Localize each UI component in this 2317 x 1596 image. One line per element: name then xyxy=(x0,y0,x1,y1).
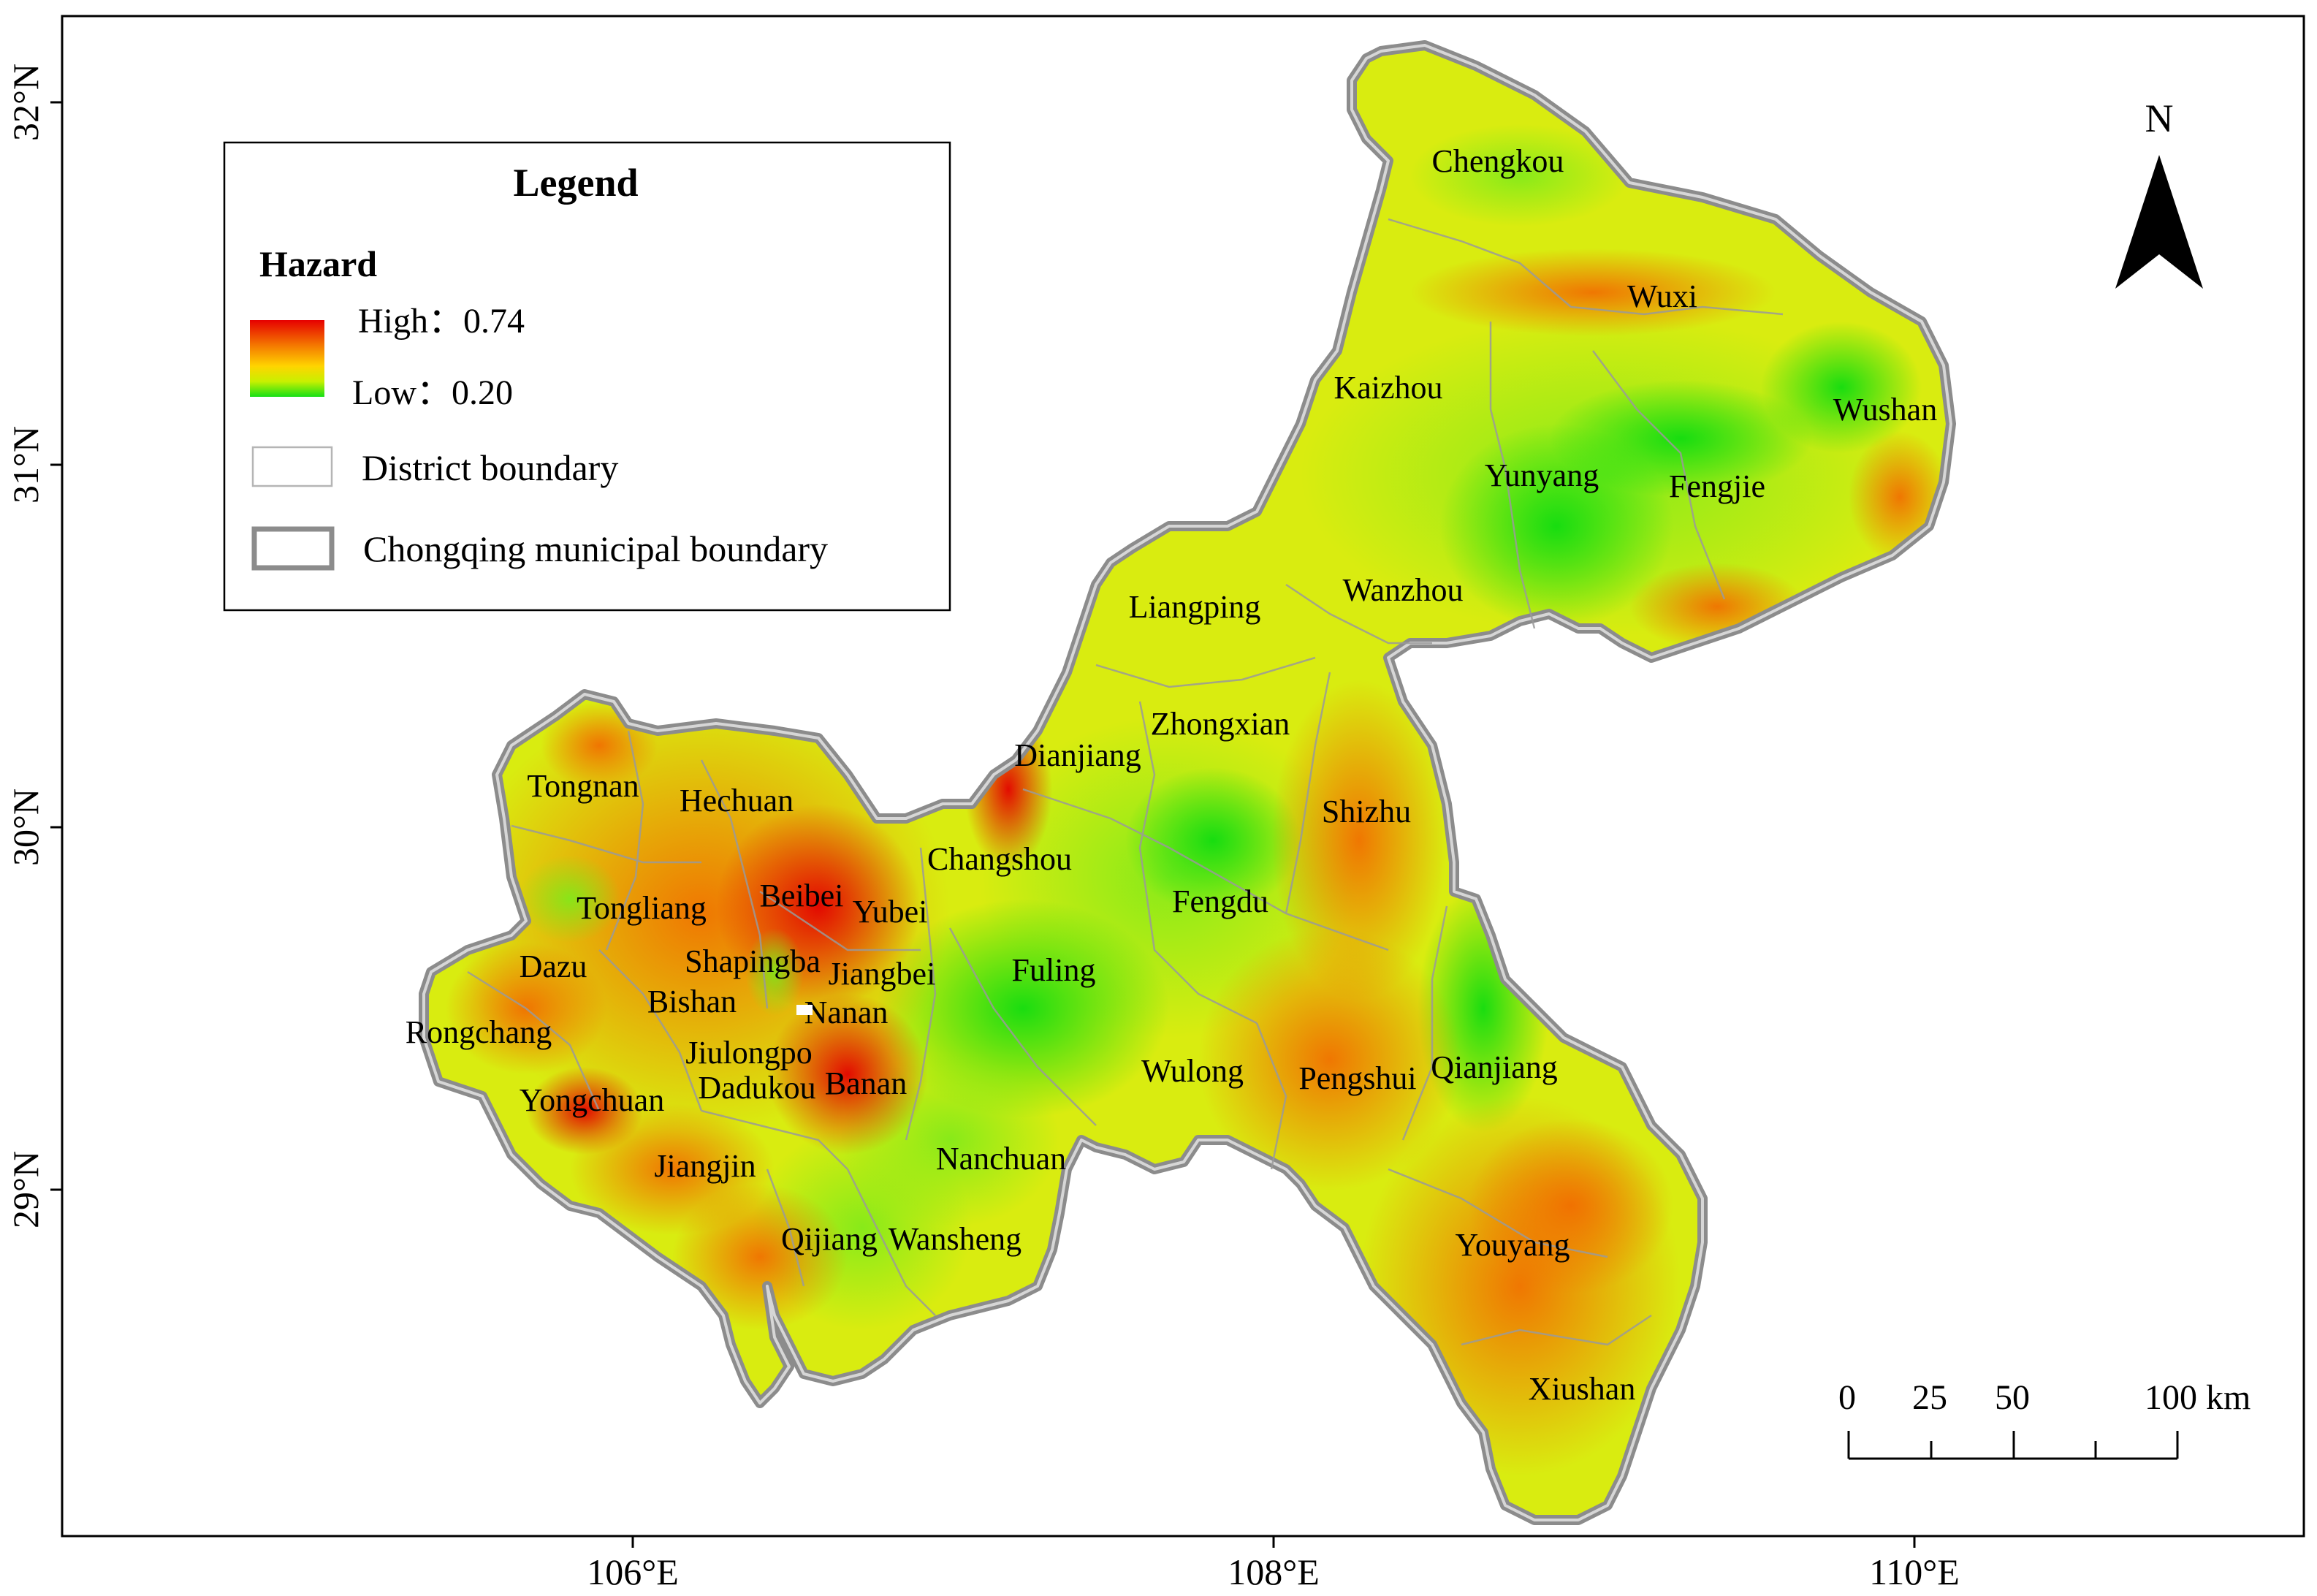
district-label: Zhongxian xyxy=(1151,706,1290,742)
district-label: Jiangbei xyxy=(829,956,936,992)
north-arrow-label: N xyxy=(2145,96,2174,140)
y-tick-label: 29°N xyxy=(5,1151,46,1228)
district-label: Qijiang xyxy=(781,1221,878,1257)
legend-hazard-title: Hazard xyxy=(259,243,377,284)
scale-label: 25 xyxy=(1912,1378,1947,1417)
district-label: Fengjie xyxy=(1669,468,1765,504)
district-label: Yubei xyxy=(853,894,928,930)
urban-patch xyxy=(796,1005,813,1015)
district-label: Nanchuan xyxy=(936,1141,1066,1177)
legend-municipal-swatch xyxy=(251,526,335,571)
district-labels: Chengkou Wuxi Kaizhou Wushan Yunyang Fen… xyxy=(406,143,1937,1407)
scale-bar: 0 25 50 100 km xyxy=(1838,1378,2251,1460)
y-tick-label: 32°N xyxy=(5,64,46,141)
district-label: Youyang xyxy=(1456,1227,1570,1263)
district-label: Rongchang xyxy=(406,1014,552,1050)
x-tick-label: 110°E xyxy=(1869,1551,1960,1592)
district-label: Shizhu xyxy=(1322,794,1411,829)
district-label: Tongnan xyxy=(527,768,639,804)
district-label: Fuling xyxy=(1012,952,1096,988)
legend-district-swatch xyxy=(251,446,333,487)
district-label: Dianjiang xyxy=(1014,737,1141,773)
scale-label: 50 xyxy=(1995,1378,2030,1417)
district-label: Chengkou xyxy=(1432,143,1564,179)
district-label: Wansheng xyxy=(889,1221,1021,1257)
district-label: Dadukou xyxy=(698,1070,815,1106)
x-tick-label: 108°E xyxy=(1228,1551,1320,1592)
district-label: Yongchuan xyxy=(520,1082,664,1118)
district-label: Dazu xyxy=(520,949,587,984)
district-label: Bishan xyxy=(647,984,737,1019)
x-tick-label: 106°E xyxy=(587,1551,679,1592)
axis-ticks xyxy=(50,101,1916,1548)
district-label: Tongliang xyxy=(577,890,707,926)
district-label: Wushan xyxy=(1833,392,1937,428)
scale-label: 0 xyxy=(1838,1378,1856,1417)
legend-low-label: Low：0.20 xyxy=(352,373,513,412)
district-label: Hechuan xyxy=(680,783,794,818)
district-label: Wulong xyxy=(1141,1053,1244,1089)
legend-title: Legend xyxy=(513,161,638,205)
legend-color-ramp xyxy=(250,320,324,397)
district-label: Wanzhou xyxy=(1342,572,1463,608)
district-label: Jiangjin xyxy=(654,1148,756,1184)
legend-municipal-label: Chongqing municipal boundary xyxy=(363,528,828,569)
district-label: Beibei xyxy=(760,878,844,913)
district-label: Banan xyxy=(825,1065,907,1101)
district-label: Changshou xyxy=(927,841,1072,877)
district-label: Xiushan xyxy=(1529,1371,1636,1407)
north-arrow-icon xyxy=(2115,155,2203,289)
district-label: Kaizhou xyxy=(1333,370,1442,406)
district-label: Shapingba xyxy=(685,943,821,979)
district-label: Qianjiang xyxy=(1431,1049,1558,1085)
legend: Legend Hazard High：0.74 Low：0.20 Distric… xyxy=(223,141,951,612)
district-label: Yunyang xyxy=(1485,457,1599,493)
legend-district-label: District boundary xyxy=(362,447,618,488)
scale-label: 100 km xyxy=(2145,1378,2251,1417)
district-boundaries xyxy=(467,218,1784,1346)
y-tick-label: 30°N xyxy=(5,788,46,866)
plot-frame xyxy=(61,15,2305,1538)
district-label: Nanan xyxy=(804,995,889,1030)
district-label: Liangping xyxy=(1129,589,1261,625)
district-label: Jiulongpo xyxy=(685,1035,813,1071)
district-label: Pengshui xyxy=(1298,1060,1416,1096)
legend-box xyxy=(223,141,951,612)
legend-high-label: High：0.74 xyxy=(358,302,525,341)
y-tick-label: 31°N xyxy=(5,426,46,503)
district-label: Wuxi xyxy=(1627,278,1697,314)
north-arrow: N xyxy=(2115,96,2203,289)
district-label: Fengdu xyxy=(1172,884,1268,919)
